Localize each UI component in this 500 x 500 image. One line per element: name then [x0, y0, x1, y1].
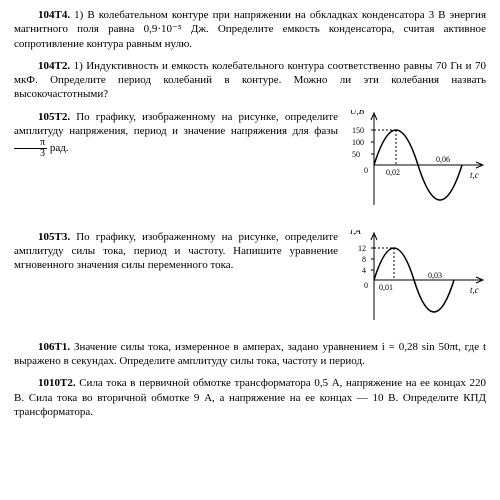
fraction-den: 3	[14, 149, 47, 159]
problem-104t4: 104Т4. 1) В колебательном контуре при на…	[14, 8, 486, 51]
svg-text:0: 0	[364, 166, 368, 175]
svg-text:150: 150	[352, 126, 364, 135]
graph-current: I,А 12 8 4 0 0,01 0,03 t,с	[346, 230, 486, 330]
y-axis-label: U,В	[350, 110, 365, 116]
svg-text:12: 12	[358, 244, 366, 253]
svg-text:100: 100	[352, 138, 364, 147]
svg-text:8: 8	[362, 255, 366, 264]
problem-106t1: 106Т1. Значение силы тока, измеренное в …	[14, 340, 486, 369]
problem-105t3: 105Т3. По графику, изображенному на рису…	[14, 230, 338, 273]
problem-text: 1) В колебательном контуре при напряжени…	[14, 9, 486, 50]
svg-text:0,02: 0,02	[386, 168, 400, 177]
current-chart-svg: I,А 12 8 4 0 0,01 0,03 t,с	[346, 230, 486, 330]
problem-label: 104Т2.	[38, 60, 70, 72]
problem-105t2-block: 105Т2. По графику, изображенному на рису…	[14, 110, 486, 220]
problem-text: Сила тока в первичной обмотке трансформа…	[14, 377, 486, 418]
problem-105t2: 105Т2. По графику, изображенному на рису…	[14, 110, 338, 160]
problem-text: 1) Индуктивность и емкость колебательног…	[14, 60, 486, 101]
problem-label: 105Т3.	[38, 231, 70, 243]
problem-label: 105Т2.	[38, 111, 70, 123]
problem-label: 1010Т2.	[38, 377, 76, 389]
problem-label: 106Т1.	[38, 341, 70, 353]
svg-text:4: 4	[362, 266, 366, 275]
svg-text:0,06: 0,06	[436, 155, 450, 164]
problem-label: 104Т4.	[38, 9, 70, 21]
graph-voltage: U,В 150 100 50 0 0,02 0,06 t,с	[346, 110, 486, 220]
problem-1010t2: 1010Т2. Сила тока в первичной обмотке тр…	[14, 376, 486, 419]
y-axis-label: I,А	[349, 230, 361, 236]
voltage-chart-svg: U,В 150 100 50 0 0,02 0,06 t,с	[346, 110, 486, 220]
fraction: π 3	[14, 138, 47, 159]
svg-text:50: 50	[352, 150, 360, 159]
problem-104t2: 104Т2. 1) Индуктивность и емкость колеба…	[14, 59, 486, 102]
problem-105t3-block: 105Т3. По графику, изображенному на рису…	[14, 230, 486, 330]
svg-text:0: 0	[364, 281, 368, 290]
svg-text:0,01: 0,01	[379, 283, 393, 292]
svg-text:t,с: t,с	[470, 170, 479, 180]
svg-text:t,с: t,с	[470, 285, 479, 295]
problem-text: Значение силы тока, измеренное в амперах…	[14, 341, 486, 367]
problem-text-after: рад.	[50, 142, 69, 154]
svg-text:0,03: 0,03	[428, 271, 442, 280]
